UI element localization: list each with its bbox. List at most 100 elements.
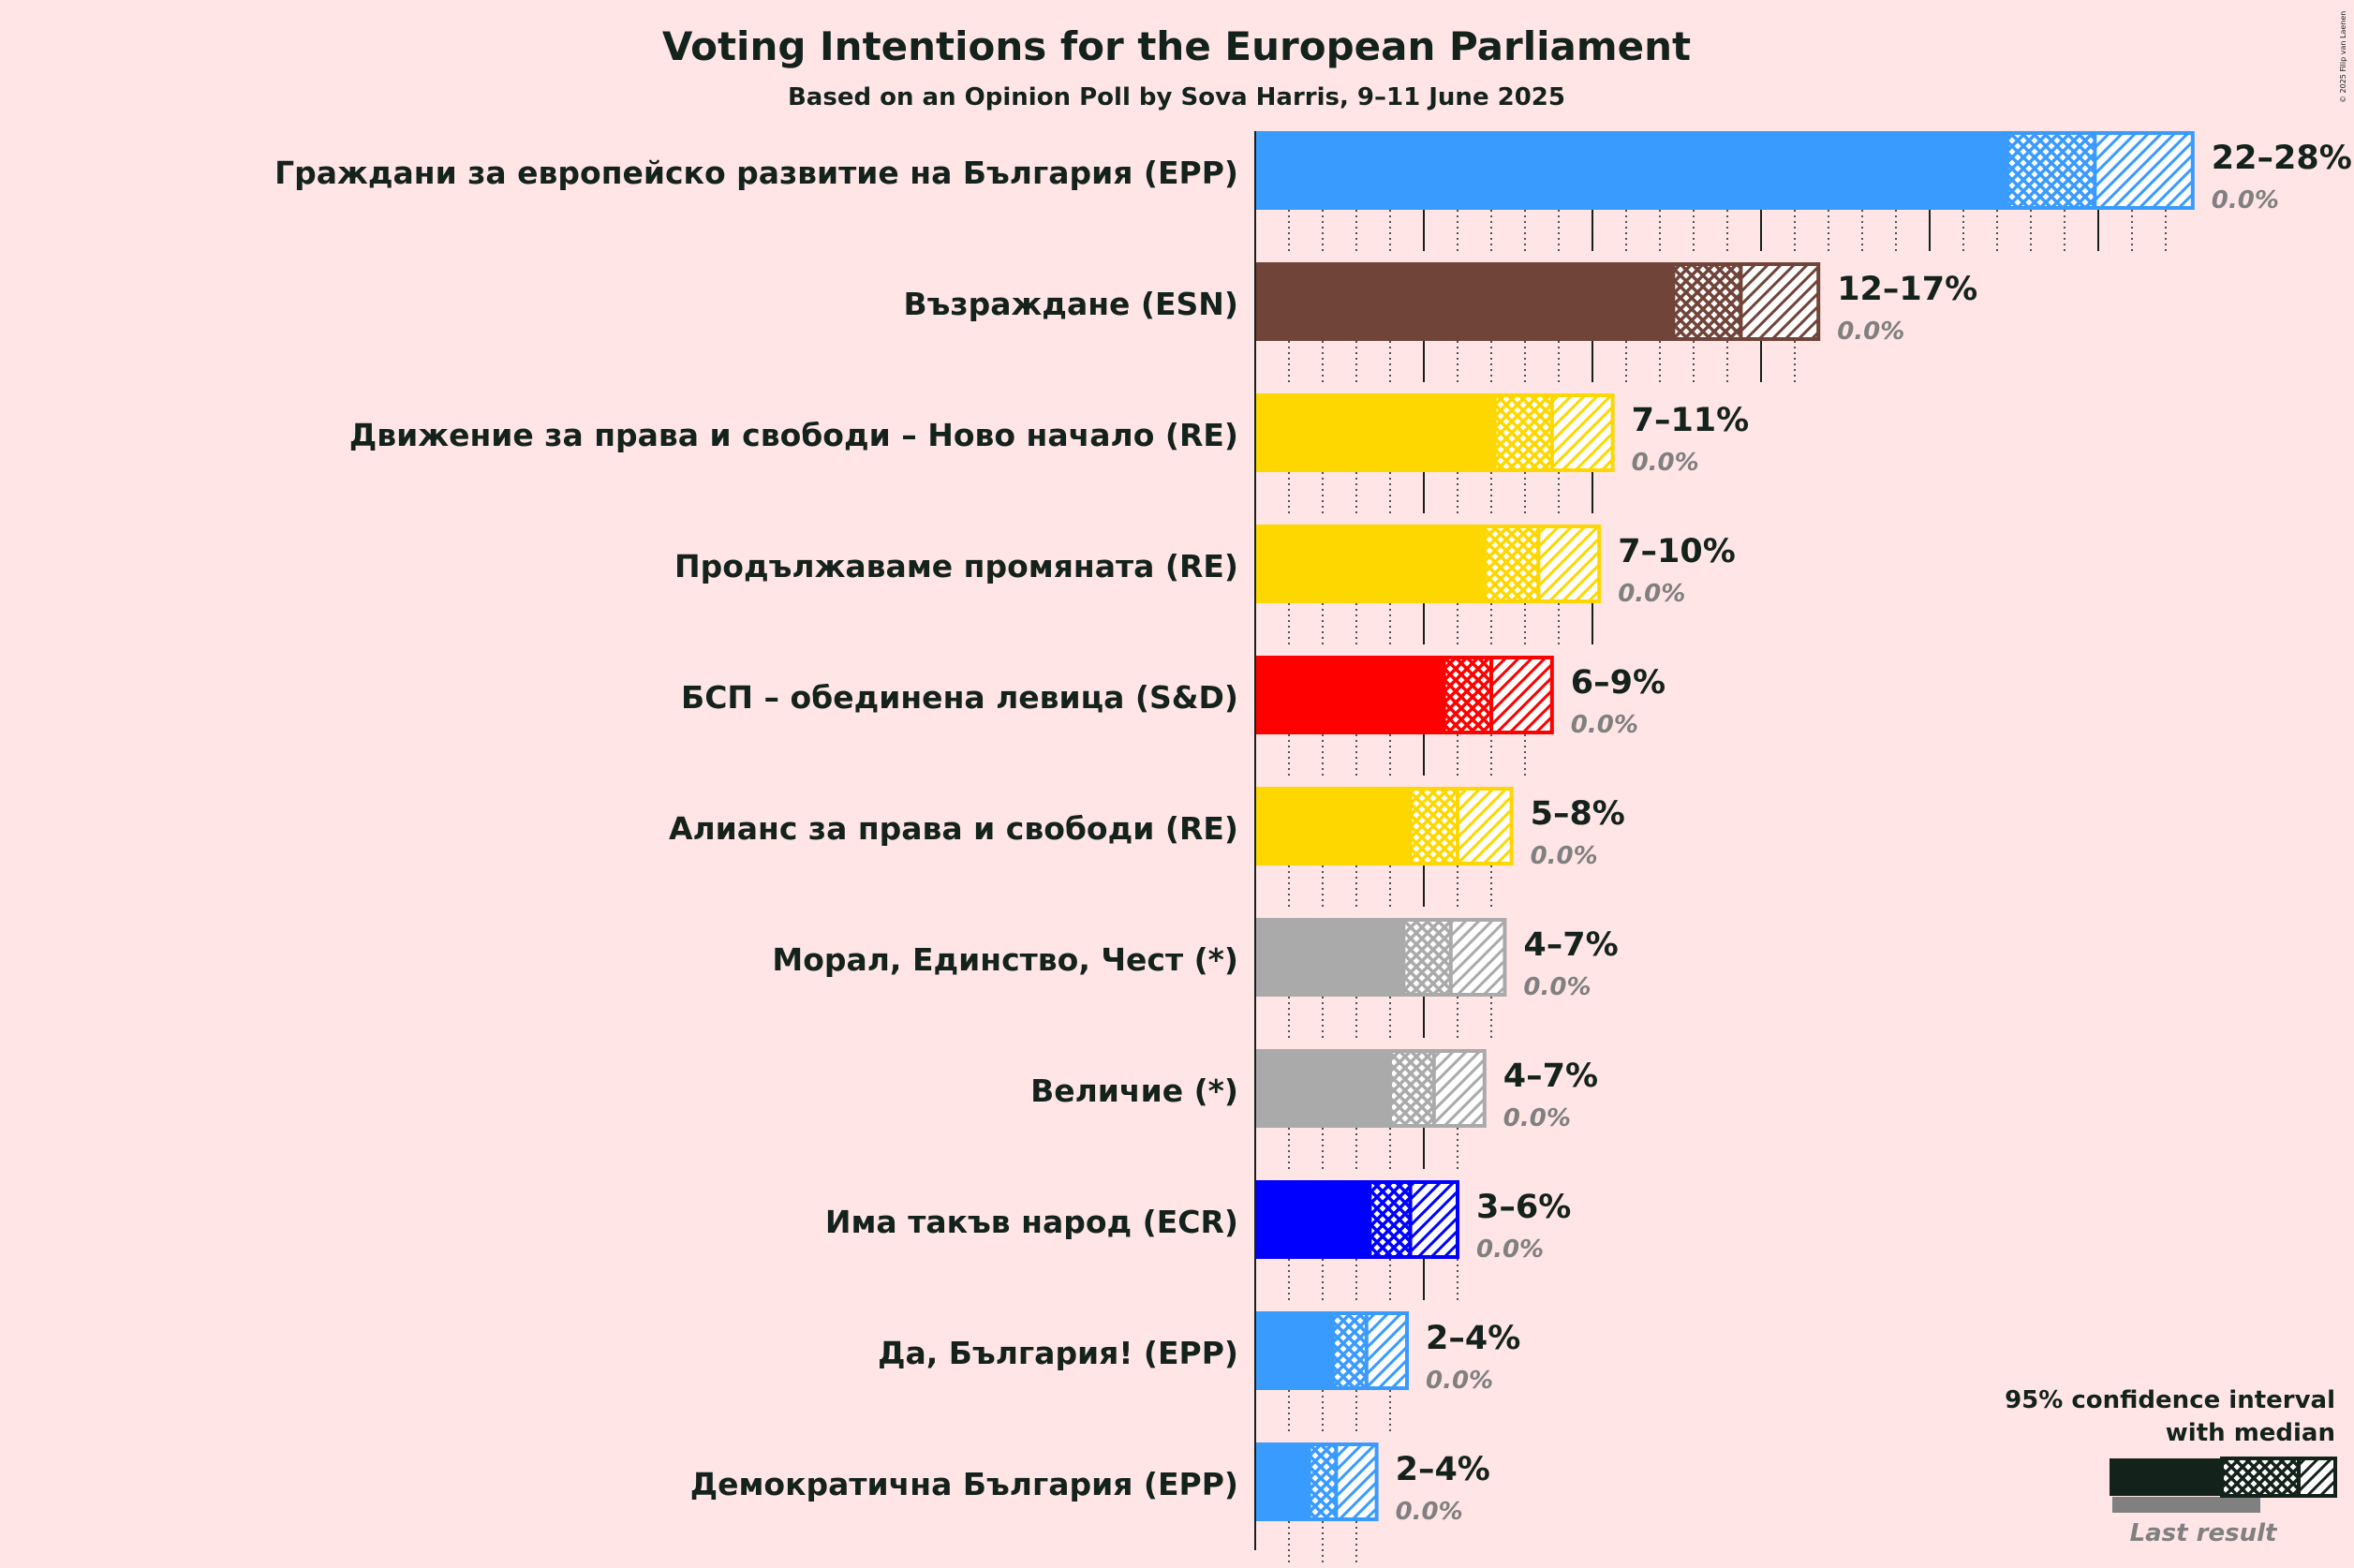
bar-ci-lower xyxy=(1369,1180,1411,1259)
party-row: БСП – обединена левица (S&D) 6–9% 0.0% xyxy=(681,656,1666,739)
party-name: Величие (*) xyxy=(1030,1072,1238,1109)
legend-last-label: Last result xyxy=(2130,1519,2278,1547)
bar-ci-upper xyxy=(1410,1180,1458,1259)
last-result-label: 0.0% xyxy=(2212,186,2279,214)
bar-ci-upper xyxy=(1551,393,1613,472)
bar-ci-outline xyxy=(1388,1049,1487,1128)
bar-solid xyxy=(1255,393,1495,472)
legend: 95% confidence interval with median Last… xyxy=(2005,1386,2337,1547)
party-name: Движение за права и свободи – Ново начал… xyxy=(349,417,1238,453)
bar-ci-upper xyxy=(1458,787,1512,865)
bar-ci-upper xyxy=(1450,918,1505,997)
bar-ci-outline xyxy=(1368,1180,1460,1259)
party-name: Демократична България (EPP) xyxy=(690,1466,1238,1502)
last-result-label: 0.0% xyxy=(1618,580,1685,608)
bar-solid xyxy=(1255,131,2007,210)
bar-ci-lower xyxy=(1484,525,1539,603)
bar-ci-lower xyxy=(2006,131,2095,210)
party-name: БСП – обединена левица (S&D) xyxy=(681,679,1238,716)
party-row: Граждани за европейско развитие на Бълга… xyxy=(274,131,2352,214)
range-label: 2–4% xyxy=(1396,1451,1490,1488)
legend-solid xyxy=(2110,1458,2222,1496)
bar-ci-upper xyxy=(2095,131,2193,210)
party-name: Продължаваме промяната (RE) xyxy=(674,548,1238,584)
legend-line1: 95% confidence interval xyxy=(2005,1386,2335,1414)
range-label: 4–7% xyxy=(1523,926,1618,964)
bar-solid xyxy=(1255,525,1485,603)
chart-title: Voting Intentions for the European Parli… xyxy=(662,23,1691,69)
range-label: 22–28% xyxy=(2212,140,2352,177)
copyright: © 2025 Filip van Laenen xyxy=(2339,11,2347,103)
last-result-label: 0.0% xyxy=(1476,1235,1544,1264)
bar-ci-upper xyxy=(1491,656,1552,734)
legend-outline xyxy=(2220,1457,2337,1498)
party-row: Движение за права и свободи – Ново начал… xyxy=(349,393,1749,477)
party-name: Морал, Единство, Чест (*) xyxy=(772,941,1238,978)
party-name: Да, България! (EPP) xyxy=(878,1335,1238,1371)
bar-ci-outline xyxy=(1401,918,1507,997)
legend-hatch xyxy=(2299,1458,2335,1496)
last-result-label: 0.0% xyxy=(1571,711,1638,739)
party-name: Има такъв народ (ECR) xyxy=(825,1204,1238,1240)
bar-ci-upper xyxy=(1740,262,1819,341)
legend-cross xyxy=(2222,1458,2299,1496)
party-row: Демократична България (EPP) 2–4% 0.0% xyxy=(690,1442,1490,1526)
bar-ci-lower xyxy=(1390,1049,1434,1128)
bar-ci-lower xyxy=(1309,1442,1337,1521)
bar-ci-upper xyxy=(1433,1049,1485,1128)
bar-ci-upper xyxy=(1336,1442,1377,1521)
last-result-label: 0.0% xyxy=(1523,973,1591,1001)
party-row: Морал, Единство, Чест (*) 4–7% 0.0% xyxy=(772,918,1619,1001)
last-result-label: 0.0% xyxy=(1531,842,1598,870)
last-result-label: 0.0% xyxy=(1503,1104,1571,1132)
bar-ci-outline xyxy=(1482,525,1602,603)
party-row: Да, България! (EPP) 2–4% 0.0% xyxy=(878,1311,1520,1395)
bar-ci-lower xyxy=(1494,393,1552,472)
bar-solid xyxy=(1255,1442,1310,1521)
bar-solid xyxy=(1255,1180,1370,1259)
range-label: 2–4% xyxy=(1426,1320,1520,1357)
bars: Граждани за европейско развитие на Бълга… xyxy=(274,131,2352,1526)
range-label: 3–6% xyxy=(1476,1189,1571,1226)
bar-solid xyxy=(1255,1049,1390,1128)
bar-solid xyxy=(1255,1311,1333,1390)
bar-ci-outline xyxy=(1408,787,1514,865)
legend-last-bar xyxy=(2112,1497,2260,1513)
last-result-label: 0.0% xyxy=(1396,1498,1463,1526)
bar-ci-lower xyxy=(1403,918,1451,997)
bar-ci-lower xyxy=(1673,262,1741,341)
last-result-label: 0.0% xyxy=(1837,318,1904,346)
tick-marks xyxy=(1288,210,2167,1562)
party-name: Възраждане (ESN) xyxy=(903,286,1238,322)
bar-ci-outline xyxy=(1442,656,1554,734)
range-label: 7–11% xyxy=(1632,402,1750,439)
bar-ci-outline xyxy=(1671,262,1821,341)
party-name: Граждани за европейско развитие на Бълга… xyxy=(274,155,1238,191)
bar-ci-upper xyxy=(1366,1311,1407,1390)
party-row: Възраждане (ESN) 12–17% 0.0% xyxy=(903,262,1977,346)
party-name: Алианс за права и свободи (RE) xyxy=(669,810,1238,847)
last-result-label: 0.0% xyxy=(1632,449,1699,477)
bar-ci-outline xyxy=(1307,1442,1379,1521)
range-label: 4–7% xyxy=(1503,1058,1598,1095)
chart-subtitle: Based on an Opinion Poll by Sova Harris,… xyxy=(788,83,1565,111)
party-row: Продължаваме промяната (RE) 7–10% 0.0% xyxy=(674,525,1736,608)
range-label: 12–17% xyxy=(1837,271,1977,308)
bar-solid xyxy=(1255,262,1674,341)
bar-ci-outline xyxy=(1330,1311,1410,1390)
bar-solid xyxy=(1255,787,1411,865)
party-row: Величие (*) 4–7% 0.0% xyxy=(1030,1049,1598,1132)
bar-ci-lower xyxy=(1410,787,1458,865)
bar-solid xyxy=(1255,656,1444,734)
range-label: 7–10% xyxy=(1618,533,1736,570)
party-row: Алианс за права и свободи (RE) 5–8% 0.0% xyxy=(669,787,1625,870)
bar-ci-upper xyxy=(1538,525,1600,603)
range-label: 5–8% xyxy=(1531,795,1625,833)
legend-line2: with median xyxy=(2166,1419,2335,1447)
bar-solid xyxy=(1255,918,1404,997)
party-row: Има такъв народ (ECR) 3–6% 0.0% xyxy=(825,1180,1571,1264)
bar-ci-outline xyxy=(2005,131,2195,210)
bar-ci-lower xyxy=(1443,656,1491,734)
bar-ci-lower xyxy=(1332,1311,1367,1390)
range-label: 6–9% xyxy=(1571,664,1666,702)
